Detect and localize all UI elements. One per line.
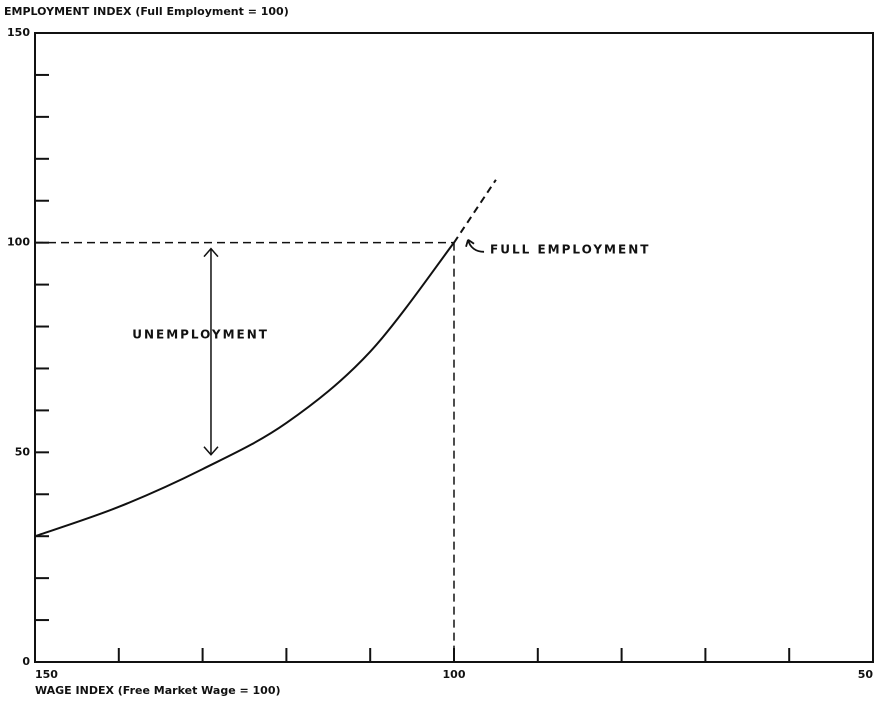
arrow-head [203,446,219,456]
annotation: UNEMPLOYMENT [132,327,269,341]
curve [34,242,455,538]
annotation: FULL EMPLOYMENT [490,242,650,256]
y-tick-label: 0 [22,655,30,668]
annotation-hook [465,239,485,253]
x-axis-label: WAGE INDEX (Free Market Wage = 100) [35,684,281,697]
arrow-head [203,247,219,258]
y-tick-label: 150 [7,26,30,39]
y-tick-label: 50 [15,445,31,458]
y-tick-label: 100 [7,236,30,249]
x-tick-label: 150 [35,668,58,681]
x-tick-label: 50 [858,668,874,681]
x-tick-label: 100 [443,668,466,681]
curve [453,179,497,244]
chart-title: EMPLOYMENT INDEX (Full Employment = 100) [4,5,289,18]
